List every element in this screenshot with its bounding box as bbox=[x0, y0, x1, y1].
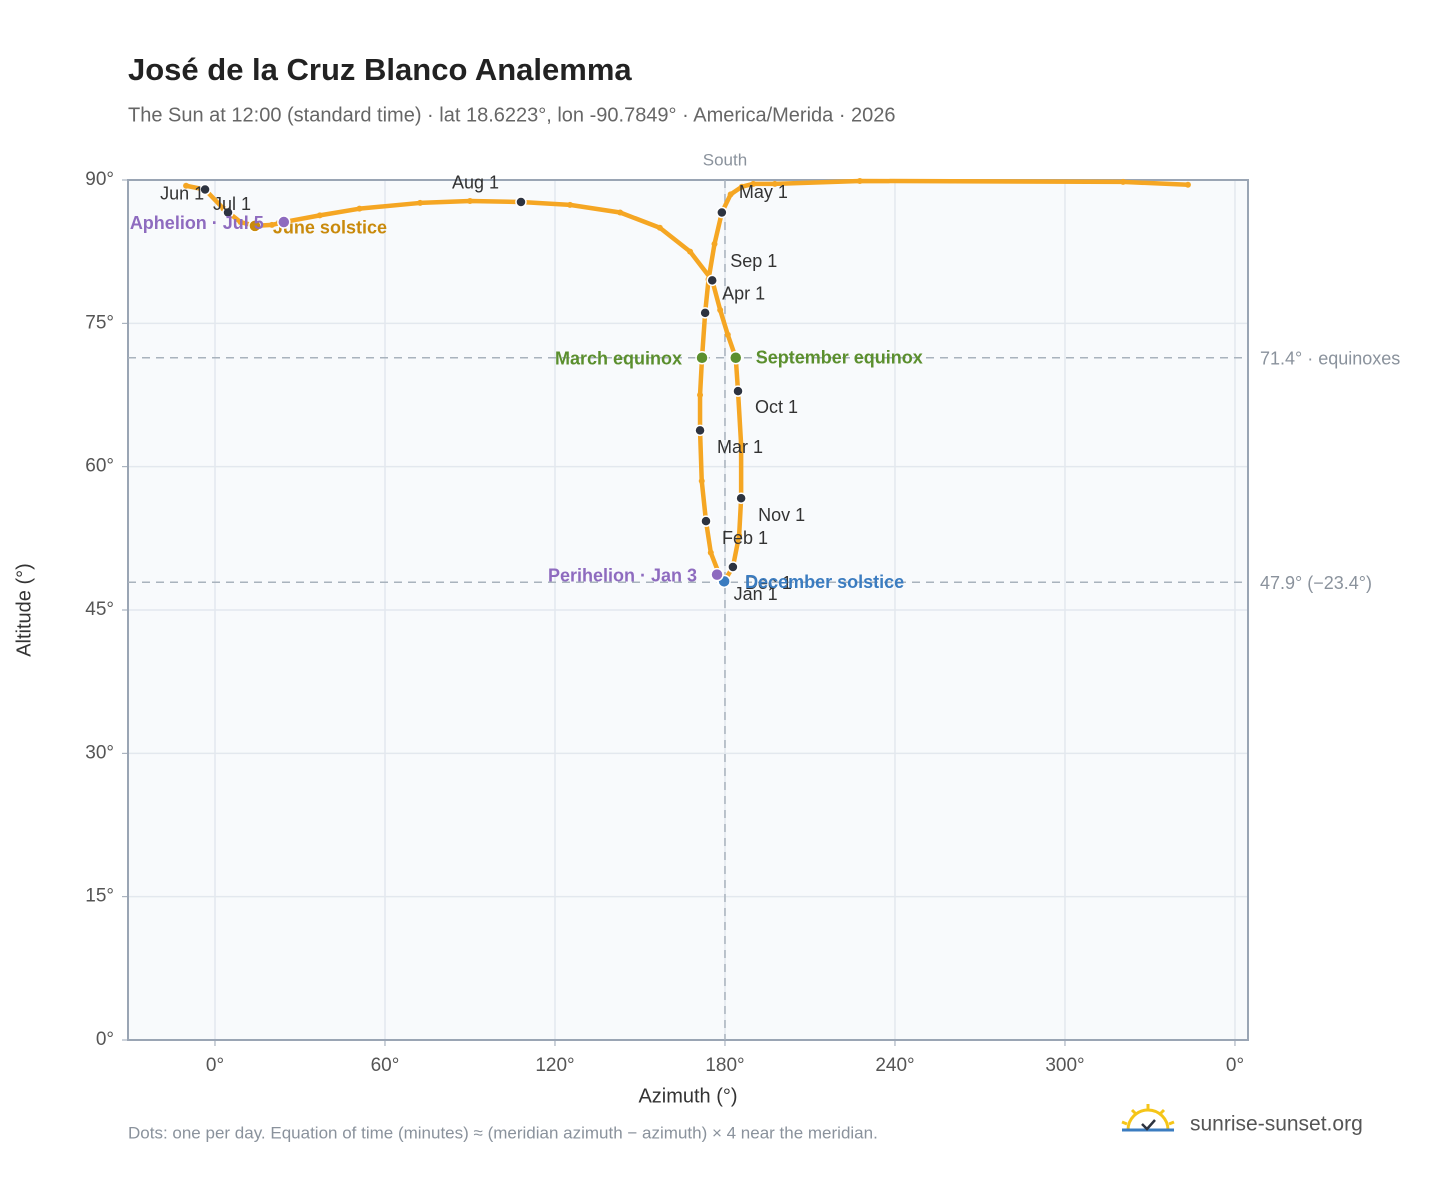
y-axis-label: Altitude (°) bbox=[13, 563, 35, 657]
month-marker bbox=[699, 307, 711, 319]
day-dot bbox=[750, 180, 757, 187]
day-dot bbox=[697, 392, 704, 398]
month-label: Oct 1 bbox=[755, 397, 798, 417]
month-label: Feb 1 bbox=[722, 528, 768, 548]
day-dot bbox=[738, 441, 745, 448]
day-dot bbox=[738, 183, 745, 190]
x-tick-label: 120° bbox=[535, 1055, 574, 1076]
y-tick-label: 45° bbox=[85, 599, 114, 620]
day-dot bbox=[466, 198, 473, 205]
day-dot bbox=[717, 306, 724, 313]
day-dot bbox=[724, 331, 731, 338]
month-label: Mar 1 bbox=[717, 437, 763, 457]
plot-border bbox=[127, 179, 1249, 1041]
day-dot bbox=[707, 549, 714, 556]
event-marker bbox=[728, 350, 743, 365]
day-dot bbox=[417, 199, 424, 206]
y-tick-label: 90° bbox=[85, 169, 114, 190]
month-label: Nov 1 bbox=[758, 505, 805, 525]
x-tick-label: 0° bbox=[1226, 1055, 1244, 1076]
day-dot bbox=[711, 241, 718, 248]
x-tick-label: 60° bbox=[371, 1055, 400, 1076]
month-marker bbox=[700, 515, 712, 527]
day-dot bbox=[268, 221, 275, 228]
month-marker bbox=[694, 424, 706, 437]
event-label: Aphelion · Jul 5 bbox=[130, 213, 264, 233]
month-label: Jun 1 bbox=[160, 183, 204, 203]
day-dot bbox=[566, 201, 573, 208]
month-marker bbox=[515, 196, 527, 208]
day-dot bbox=[698, 478, 705, 484]
month-label: Jan 1 bbox=[734, 584, 778, 604]
event-label: December solstice bbox=[745, 572, 904, 592]
month-marker bbox=[716, 206, 728, 219]
day-dot bbox=[656, 224, 663, 231]
month-marker bbox=[706, 274, 718, 287]
month-label: Apr 1 bbox=[722, 284, 765, 304]
reference-label: 47.9° (−23.4°) bbox=[1260, 573, 1372, 593]
month-label: Sep 1 bbox=[730, 251, 777, 271]
chart-title: José de la Cruz Blanco Analemma bbox=[128, 52, 632, 87]
event-label: Perihelion · Jan 3 bbox=[548, 565, 697, 585]
event-marker bbox=[248, 219, 262, 233]
day-dot bbox=[1184, 181, 1191, 188]
day-dot bbox=[316, 212, 323, 219]
month-label: May 1 bbox=[739, 182, 788, 202]
y-tick-label: 15° bbox=[85, 886, 114, 907]
x-tick-label: 0° bbox=[206, 1055, 224, 1076]
day-dot bbox=[617, 209, 624, 216]
x-tick-label: 300° bbox=[1045, 1055, 1084, 1076]
brand-name: sunrise-sunset.org bbox=[1190, 1113, 1363, 1136]
month-marker bbox=[199, 183, 211, 196]
y-tick-label: 60° bbox=[85, 456, 114, 477]
event-label: March equinox bbox=[555, 348, 682, 368]
chart-subtitle: The Sun at 12:00 (standard time) · lat 1… bbox=[128, 104, 896, 126]
meridian-label: South bbox=[703, 150, 747, 169]
y-tick-label: 30° bbox=[85, 742, 114, 763]
event-marker bbox=[695, 350, 709, 365]
day-dot bbox=[856, 177, 863, 184]
y-tick-label: 0° bbox=[96, 1029, 114, 1050]
day-dot bbox=[736, 532, 743, 539]
event-marker bbox=[277, 215, 291, 229]
day-dot bbox=[1120, 178, 1127, 185]
x-axis-label: Azimuth (°) bbox=[638, 1085, 737, 1107]
x-tick-label: 180° bbox=[705, 1055, 744, 1076]
month-marker bbox=[732, 385, 744, 397]
day-dot bbox=[183, 182, 190, 189]
day-dot bbox=[356, 205, 363, 212]
y-tick-label: 75° bbox=[85, 312, 114, 333]
month-marker bbox=[222, 206, 234, 219]
event-label: June solstice bbox=[273, 218, 387, 238]
day-dot bbox=[771, 180, 778, 187]
day-dot bbox=[237, 219, 244, 226]
reference-label: 71.4° · equinoxes bbox=[1260, 348, 1400, 368]
month-label: Jul 1 bbox=[213, 194, 251, 214]
month-marker bbox=[727, 561, 739, 573]
month-marker bbox=[735, 492, 747, 504]
event-marker bbox=[710, 567, 724, 582]
month-label: Dec 1 bbox=[745, 573, 792, 593]
brand-logo bbox=[1121, 1104, 1175, 1132]
day-dot bbox=[687, 248, 694, 255]
event-label: September equinox bbox=[756, 347, 923, 367]
x-tick-label: 240° bbox=[875, 1055, 914, 1076]
day-dot bbox=[727, 191, 734, 198]
footnote: Dots: one per day. Equation of time (min… bbox=[128, 1123, 878, 1142]
month-label: Aug 1 bbox=[452, 173, 499, 193]
